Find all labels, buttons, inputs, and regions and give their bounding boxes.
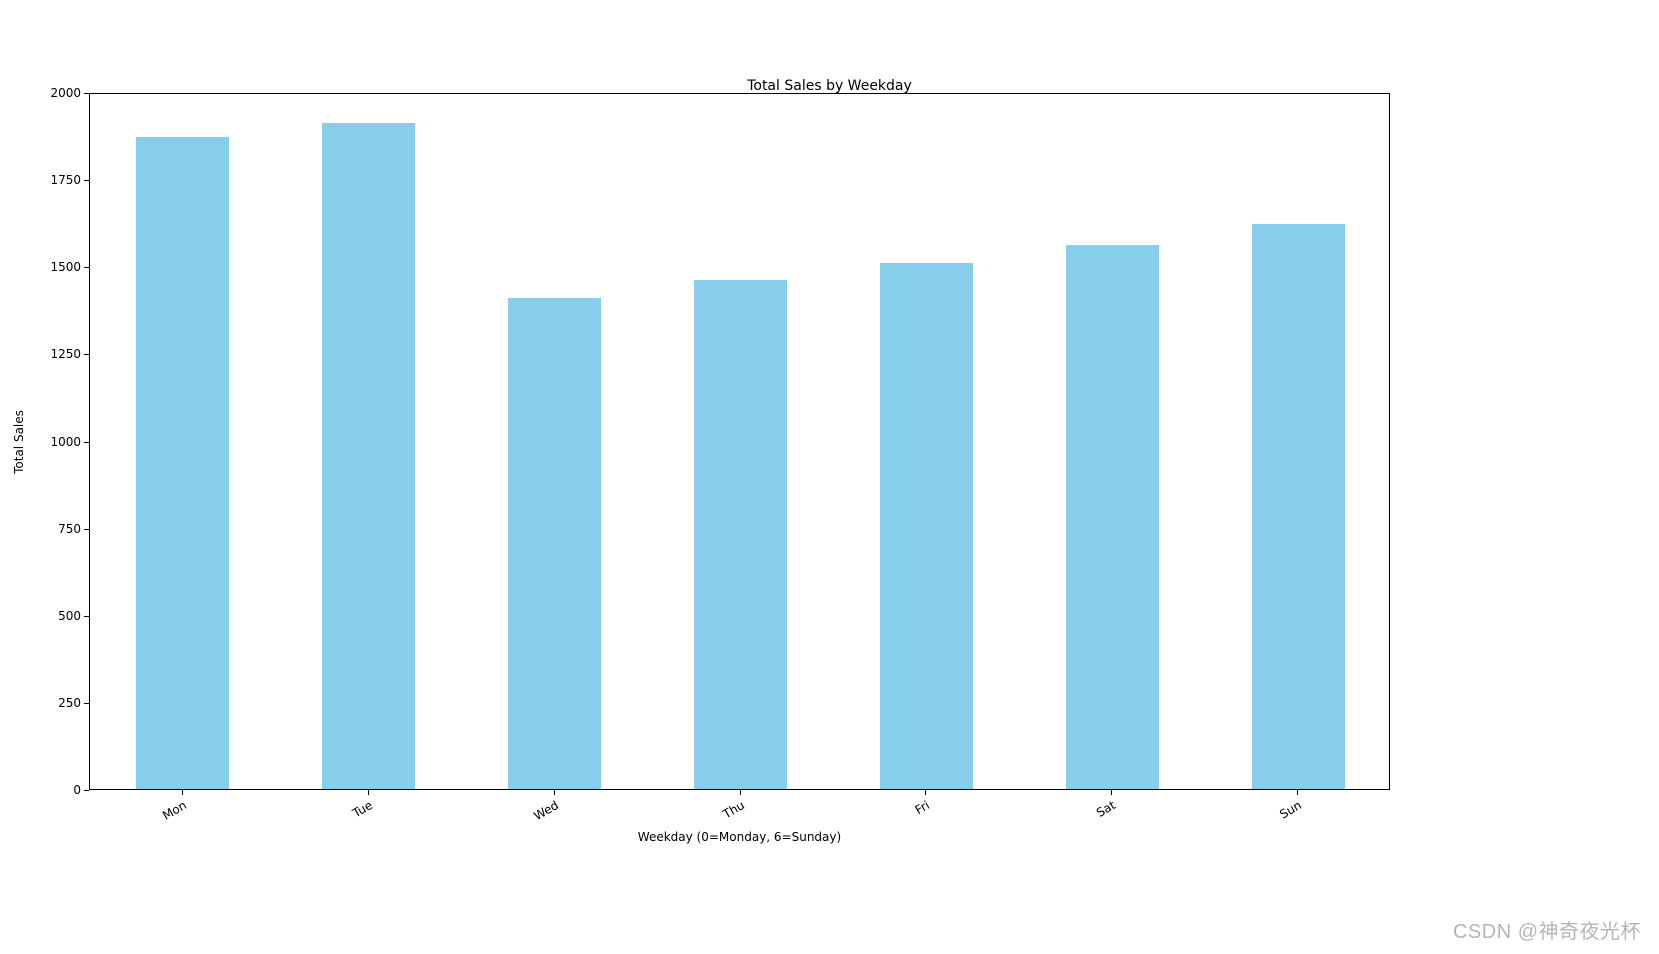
y-tick-mark [84, 267, 89, 268]
watermark: CSDN @神奇夜光杯 [1453, 915, 1641, 944]
bar [1066, 245, 1159, 789]
y-tick-mark [84, 354, 89, 355]
y-tick-mark [84, 790, 89, 791]
x-tick-mark [1111, 790, 1112, 795]
plot-area [89, 93, 1390, 790]
bar [694, 280, 787, 789]
bar [322, 123, 415, 789]
y-tick-label: 1250 [31, 347, 81, 361]
y-axis-label: Total Sales [12, 410, 26, 474]
bar [508, 298, 601, 789]
y-tick-mark [84, 529, 89, 530]
bar [880, 263, 973, 789]
y-tick-label: 2000 [31, 86, 81, 100]
x-tick-mark [182, 790, 183, 795]
y-tick-label: 1750 [31, 173, 81, 187]
bar [136, 137, 229, 789]
y-tick-label: 1500 [31, 260, 81, 274]
y-tick-mark [84, 93, 89, 94]
y-tick-label: 250 [31, 696, 81, 710]
x-axis-label: Weekday (0=Monday, 6=Sunday) [89, 830, 1390, 844]
y-tick-label: 750 [31, 522, 81, 536]
x-tick-mark [368, 790, 369, 795]
y-tick-label: 500 [31, 609, 81, 623]
x-tick-mark [740, 790, 741, 795]
x-tick-mark [925, 790, 926, 795]
y-tick-mark [84, 442, 89, 443]
bar [1252, 224, 1345, 789]
x-tick-mark [554, 790, 555, 795]
y-tick-mark [84, 703, 89, 704]
y-tick-mark [84, 616, 89, 617]
y-tick-mark [84, 180, 89, 181]
y-tick-label: 0 [31, 783, 81, 797]
y-tick-label: 1000 [31, 435, 81, 449]
x-tick-mark [1297, 790, 1298, 795]
chart-title: Total Sales by Weekday [0, 78, 1659, 94]
